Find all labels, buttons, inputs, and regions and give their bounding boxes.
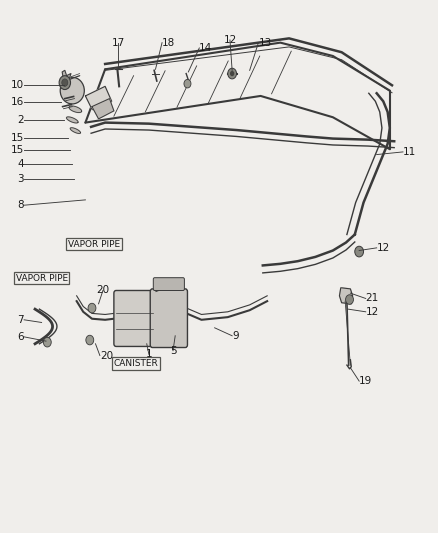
Text: 5: 5 — [170, 346, 177, 356]
Circle shape — [86, 335, 94, 345]
Text: 13: 13 — [258, 38, 272, 47]
Circle shape — [88, 303, 96, 313]
Text: 7: 7 — [18, 315, 24, 325]
Polygon shape — [62, 70, 71, 80]
Polygon shape — [92, 99, 114, 119]
Text: 12: 12 — [366, 307, 379, 317]
Circle shape — [228, 68, 237, 79]
Circle shape — [355, 246, 364, 257]
Ellipse shape — [60, 77, 84, 104]
Text: VAPOR PIPE: VAPOR PIPE — [15, 274, 68, 282]
Text: 17: 17 — [112, 38, 125, 47]
Text: 15: 15 — [11, 133, 24, 142]
Text: CANISTER: CANISTER — [113, 359, 158, 368]
Text: 4: 4 — [18, 159, 24, 168]
Text: 21: 21 — [366, 294, 379, 303]
Text: 14: 14 — [199, 43, 212, 53]
Text: 10: 10 — [11, 80, 24, 90]
Text: 15: 15 — [11, 146, 24, 155]
Circle shape — [62, 79, 68, 86]
Text: 16: 16 — [11, 98, 24, 107]
Text: 12: 12 — [223, 35, 237, 45]
FancyBboxPatch shape — [153, 278, 184, 290]
Text: 18: 18 — [162, 38, 175, 47]
Text: 19: 19 — [359, 376, 372, 386]
FancyBboxPatch shape — [114, 290, 155, 346]
Text: 3: 3 — [18, 174, 24, 183]
Circle shape — [184, 79, 191, 88]
Polygon shape — [70, 128, 81, 133]
Polygon shape — [85, 86, 112, 113]
Text: 12: 12 — [377, 243, 390, 253]
Text: 6: 6 — [18, 332, 24, 342]
Text: VAPOR PIPE: VAPOR PIPE — [68, 240, 120, 248]
Polygon shape — [339, 288, 353, 304]
Polygon shape — [67, 117, 78, 123]
Text: 2: 2 — [18, 115, 24, 125]
Text: 1: 1 — [145, 350, 152, 359]
FancyBboxPatch shape — [150, 289, 187, 348]
Text: 11: 11 — [403, 147, 416, 157]
Polygon shape — [69, 106, 81, 112]
Text: 9: 9 — [232, 331, 239, 341]
Circle shape — [43, 337, 51, 347]
Text: 8: 8 — [18, 200, 24, 210]
Text: 20: 20 — [96, 286, 110, 295]
Circle shape — [346, 295, 353, 304]
Circle shape — [230, 71, 234, 76]
Circle shape — [59, 76, 71, 90]
Text: 20: 20 — [100, 351, 113, 360]
